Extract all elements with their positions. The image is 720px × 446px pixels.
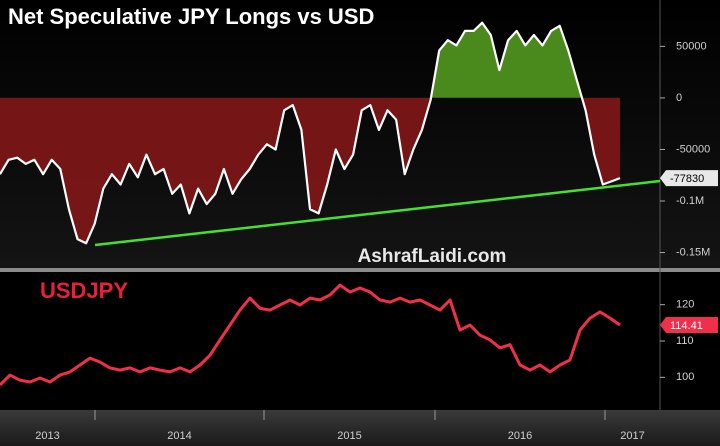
last-value-box — [660, 170, 718, 187]
last-value-box — [660, 316, 718, 333]
data-line — [0, 283, 621, 386]
y-tick-label: 100 — [676, 371, 694, 383]
watermark: AshrafLaidi.com — [358, 246, 507, 267]
x-tick-label: 2016 — [508, 430, 532, 442]
positive-area — [430, 22, 582, 98]
y-tick-label: 0 — [676, 92, 682, 104]
y-tick-label: -50000 — [676, 143, 710, 155]
plot-layer: 50000 0 -50000 -0.1M -0.15M -77830 120 110 100 11… — [0, 21, 718, 442]
negative-area — [0, 97, 620, 244]
data-line — [0, 21, 621, 245]
panel-title: USDJPY — [40, 278, 128, 303]
x-tick-label: 2015 — [337, 430, 361, 442]
y-tick-label: -0.1M — [676, 195, 704, 207]
trend-line — [94, 179, 661, 247]
last-value-label: -77830 — [670, 173, 704, 185]
chart-title: Net Speculative JPY Longs vs USD — [8, 4, 374, 29]
x-tick-label: 2014 — [167, 430, 191, 442]
x-tick-label: 2017 — [620, 430, 644, 442]
bottom-panel — [0, 272, 720, 410]
y-tick-label: 50000 — [676, 40, 707, 52]
x-axis-strip — [0, 410, 720, 446]
panel-separator — [0, 268, 720, 272]
x-tick-label: 2013 — [35, 430, 59, 442]
y-tick-label: -0.15M — [676, 246, 710, 258]
y-tick-label: 120 — [676, 299, 694, 311]
y-tick-label: 110 — [676, 335, 694, 347]
last-value-label: 114.41 — [670, 320, 703, 332]
